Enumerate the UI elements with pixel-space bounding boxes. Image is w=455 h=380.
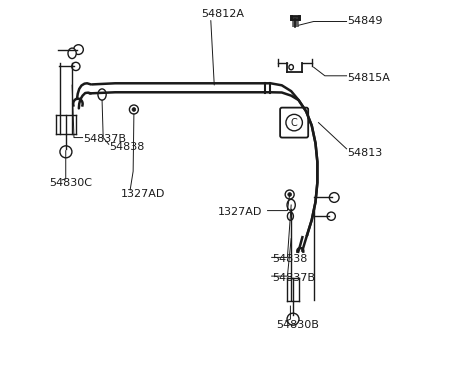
Text: 54830B: 54830B — [276, 320, 319, 330]
Ellipse shape — [68, 48, 76, 59]
Circle shape — [132, 108, 136, 111]
Ellipse shape — [287, 200, 295, 211]
Text: C: C — [291, 117, 298, 128]
Text: 54849: 54849 — [347, 16, 383, 27]
Text: 54837B: 54837B — [273, 273, 315, 283]
Text: 54838: 54838 — [273, 254, 308, 264]
Ellipse shape — [289, 65, 293, 70]
Circle shape — [285, 190, 294, 199]
Circle shape — [129, 105, 138, 114]
Text: 54813: 54813 — [347, 147, 383, 158]
Text: 54838: 54838 — [110, 142, 145, 152]
Circle shape — [60, 146, 72, 158]
Circle shape — [74, 45, 83, 54]
Text: 54837B: 54837B — [83, 135, 126, 144]
Circle shape — [288, 193, 292, 196]
Ellipse shape — [288, 212, 293, 220]
Circle shape — [72, 62, 80, 71]
Circle shape — [286, 114, 303, 131]
Text: 54812A: 54812A — [201, 9, 244, 19]
Text: 1327AD: 1327AD — [218, 207, 263, 217]
Text: 1327AD: 1327AD — [121, 189, 165, 199]
Text: 54830C: 54830C — [50, 177, 93, 187]
Circle shape — [287, 313, 299, 325]
Ellipse shape — [98, 89, 106, 100]
Text: 54815A: 54815A — [347, 73, 390, 83]
FancyBboxPatch shape — [280, 108, 308, 138]
Circle shape — [329, 193, 339, 203]
Circle shape — [327, 212, 335, 220]
